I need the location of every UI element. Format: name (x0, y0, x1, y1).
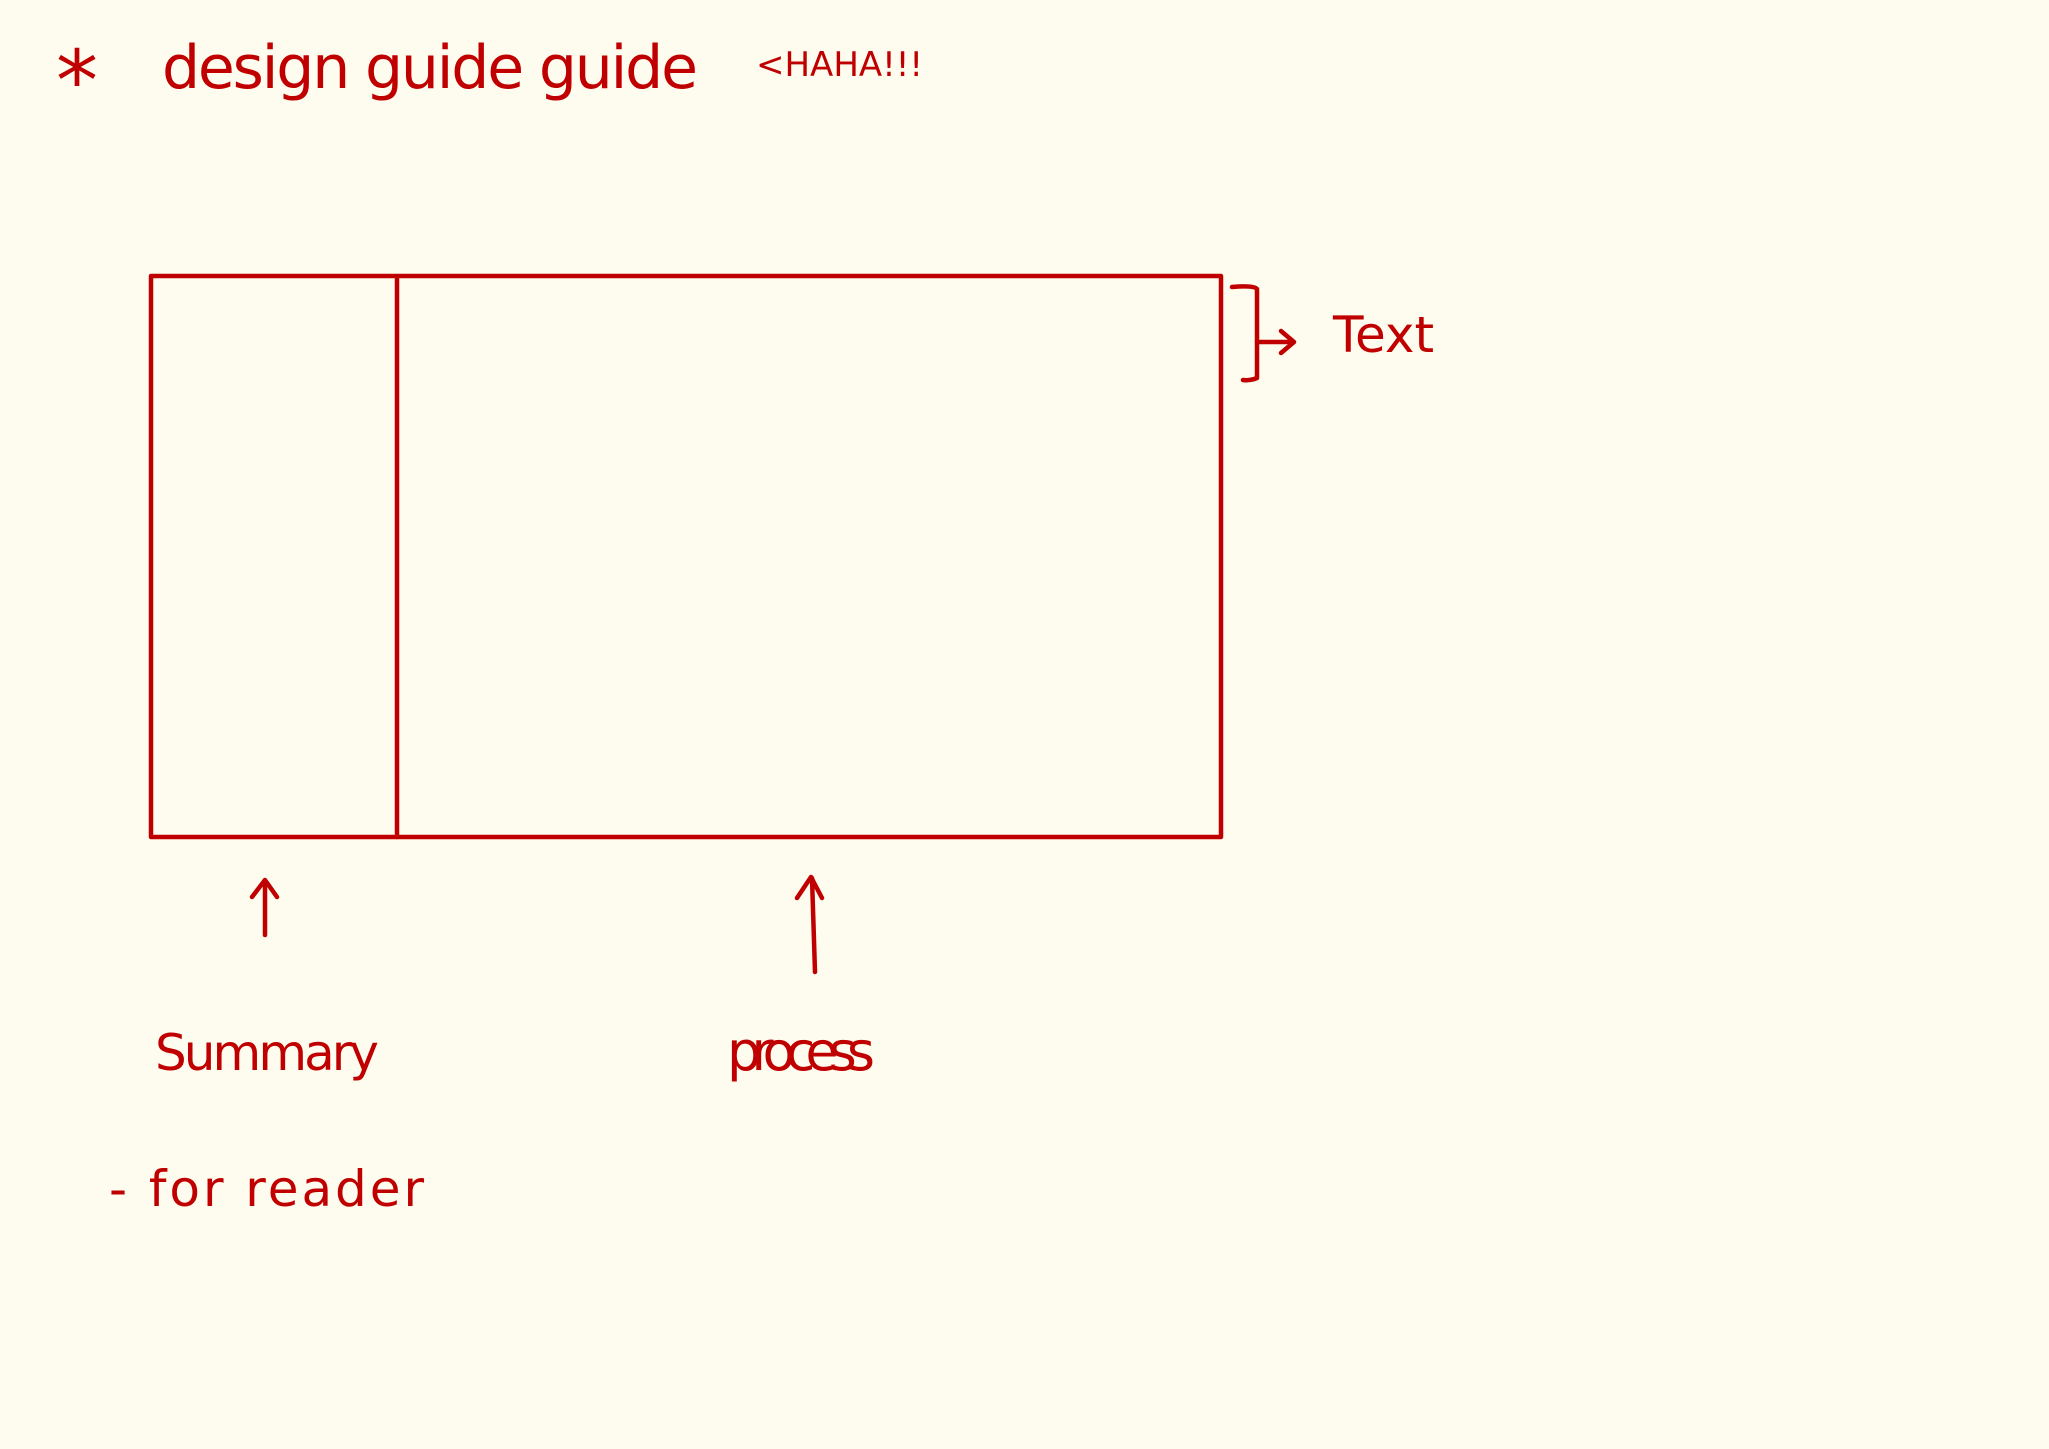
process-label: process (727, 1020, 875, 1083)
layout-outer-box (148, 273, 1224, 840)
reader-note: - for reader (109, 1160, 424, 1218)
text-label: Text (1332, 306, 1434, 364)
up-arrow-icon (794, 874, 825, 975)
bullet-asterisk: * (56, 32, 98, 130)
text-bracket (1229, 284, 1260, 383)
title-aside: <HAHA!!! (756, 45, 923, 85)
up-arrow-icon (249, 877, 280, 938)
page-title: design guide guide (162, 33, 698, 103)
summary-label: Summary (155, 1024, 379, 1082)
right-arrow-icon (1254, 328, 1297, 356)
